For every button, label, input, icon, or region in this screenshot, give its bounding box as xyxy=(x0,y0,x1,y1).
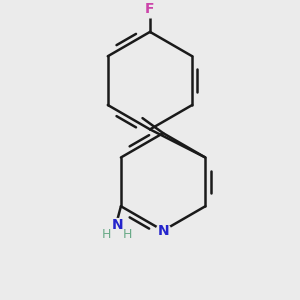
Text: F: F xyxy=(145,2,155,16)
Text: H: H xyxy=(102,228,111,241)
Text: N: N xyxy=(157,224,169,238)
Text: N: N xyxy=(111,218,123,232)
Text: H: H xyxy=(123,228,132,241)
